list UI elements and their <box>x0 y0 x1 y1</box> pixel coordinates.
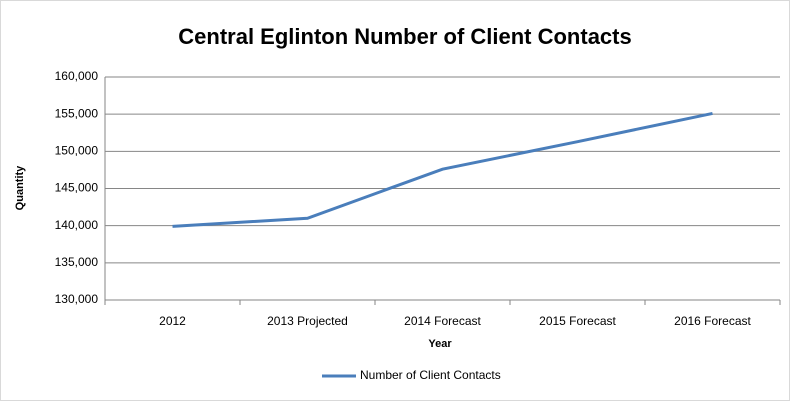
y-axis-title: Quantity <box>14 165 26 210</box>
chart-title: Central Eglinton Number of Client Contac… <box>178 24 631 49</box>
x-tick-label: 2016 Forecast <box>674 314 751 328</box>
y-tick-label: 130,000 <box>55 292 99 306</box>
x-tick-label: 2012 <box>159 314 186 328</box>
x-tick-label: 2014 Forecast <box>404 314 481 328</box>
y-tick-label: 150,000 <box>55 144 99 158</box>
y-tick-label: 145,000 <box>55 181 99 195</box>
legend-label: Number of Client Contacts <box>360 368 501 382</box>
y-tick-label: 160,000 <box>55 69 99 83</box>
x-tick-label: 2013 Projected <box>267 314 348 328</box>
x-tick-label: 2015 Forecast <box>539 314 616 328</box>
y-tick-label: 140,000 <box>55 218 99 232</box>
y-tick-label: 135,000 <box>55 255 99 269</box>
x-axis-title: Year <box>428 338 452 350</box>
y-tick-label: 155,000 <box>55 106 99 120</box>
series-line <box>172 111 713 228</box>
